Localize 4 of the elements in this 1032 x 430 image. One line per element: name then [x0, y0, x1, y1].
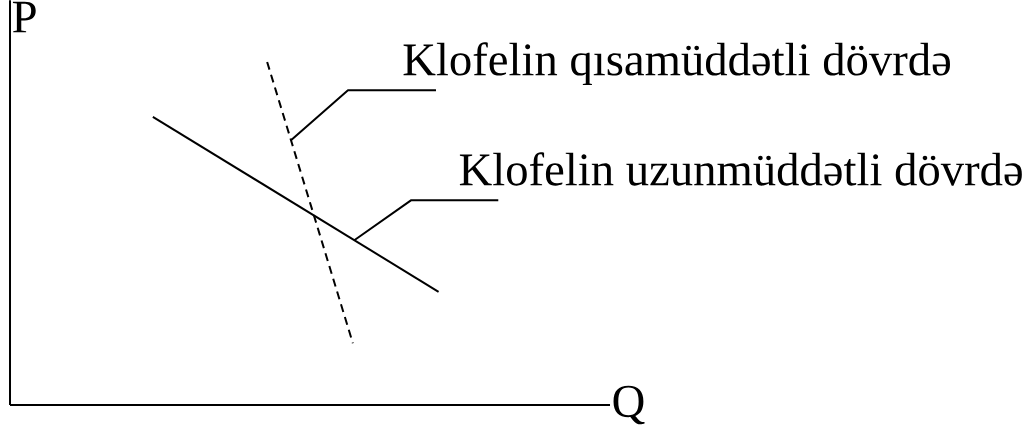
text: Klofelin uzunmüddətli dövrdə	[459, 152, 1022, 186]
y-axis-title: P	[12, 1, 36, 33]
text: Klofelin qısamüddətli dövrdə	[403, 42, 950, 86]
x-axis-title: Q	[613, 385, 645, 425]
